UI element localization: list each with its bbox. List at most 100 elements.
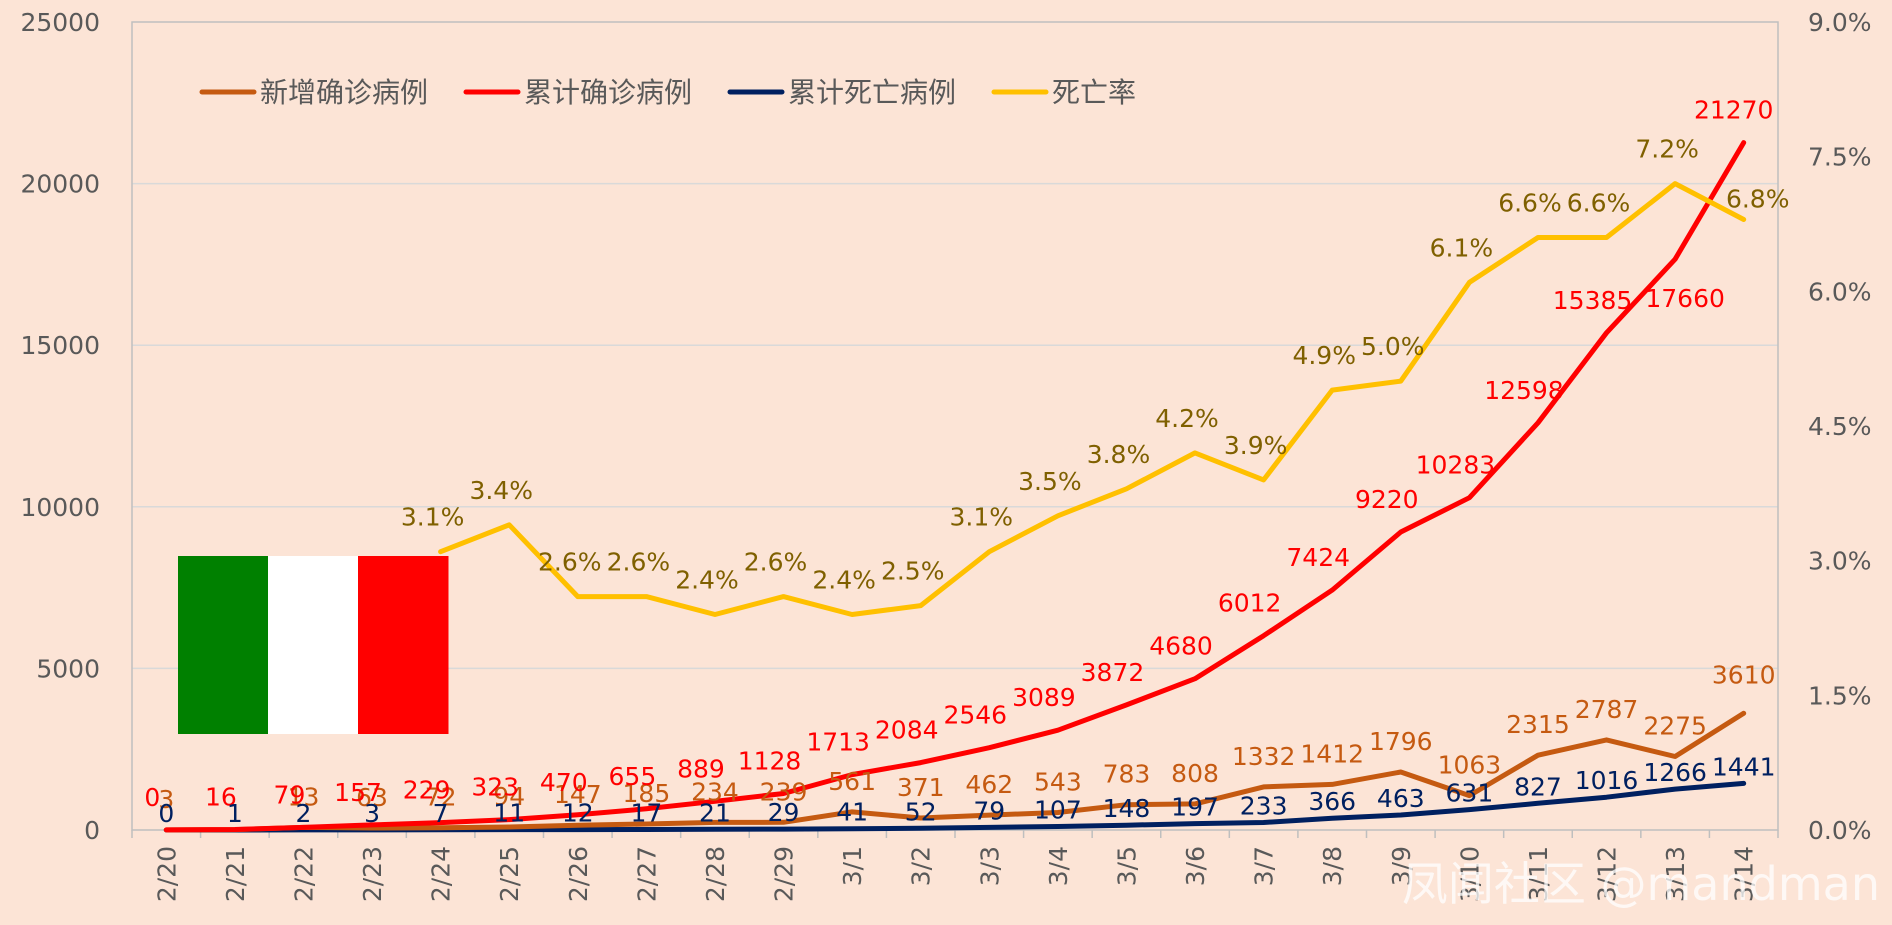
data-label: 72 bbox=[425, 783, 457, 812]
data-label: 147 bbox=[554, 780, 602, 809]
x-tick-label: 3/12 bbox=[1593, 846, 1622, 902]
data-label: 1332 bbox=[1232, 742, 1296, 771]
data-label: 41 bbox=[836, 798, 868, 827]
x-tick-label: 2/25 bbox=[495, 846, 524, 902]
flag-stripe bbox=[268, 556, 359, 734]
data-label: 239 bbox=[760, 777, 808, 806]
y-left-tick-label: 20000 bbox=[20, 170, 100, 199]
data-label: 1 bbox=[227, 799, 243, 828]
data-label: 3610 bbox=[1712, 660, 1776, 689]
data-label: 3 bbox=[364, 799, 380, 828]
data-label: 94 bbox=[493, 782, 525, 811]
data-label: 7 bbox=[433, 799, 449, 828]
x-tick-label: 3/4 bbox=[1044, 846, 1073, 886]
data-label: 21270 bbox=[1694, 96, 1774, 125]
series-line bbox=[163, 140, 1747, 833]
data-label: 1412 bbox=[1300, 739, 1364, 768]
x-tick-label: 3/10 bbox=[1455, 846, 1484, 902]
data-label: 3872 bbox=[1081, 658, 1145, 687]
data-label: 1016 bbox=[1575, 766, 1639, 795]
x-tick-label: 2/29 bbox=[770, 846, 799, 902]
legend-label: 死亡率 bbox=[1052, 76, 1136, 109]
data-label: 6.1% bbox=[1430, 233, 1494, 262]
data-label: 783 bbox=[1103, 760, 1151, 789]
watermark-text: 凤闻社区 @mandman bbox=[1402, 857, 1880, 911]
data-label: 11 bbox=[493, 799, 525, 828]
x-tick-label: 2/28 bbox=[701, 846, 730, 902]
data-label: 462 bbox=[965, 770, 1013, 799]
data-label: 6.6% bbox=[1567, 188, 1631, 217]
series-line bbox=[163, 710, 1747, 833]
data-label: 3.1% bbox=[950, 503, 1014, 532]
data-label: 15385 bbox=[1553, 286, 1633, 315]
legend-label: 累计确诊病例 bbox=[524, 76, 692, 109]
data-label: 52 bbox=[905, 797, 937, 826]
x-tick-label: 2/20 bbox=[152, 846, 181, 902]
data-label: 2.5% bbox=[881, 557, 945, 586]
data-label: 463 bbox=[1377, 784, 1425, 813]
x-tick-label: 2/21 bbox=[221, 846, 250, 902]
data-label: 470 bbox=[540, 768, 588, 797]
x-tick-label: 3/9 bbox=[1387, 846, 1416, 886]
data-label: 1063 bbox=[1438, 751, 1502, 780]
data-label: 2084 bbox=[875, 716, 939, 745]
data-label: 323 bbox=[471, 773, 519, 802]
x-tick-label: 3/14 bbox=[1730, 846, 1759, 902]
data-labels: 3 13 63 72 94 147 185 234 239 561 371 462 543 783 8081… bbox=[144, 96, 1789, 828]
data-label: 6012 bbox=[1218, 589, 1282, 618]
data-label: 808 bbox=[1171, 759, 1219, 788]
data-label: 12598 bbox=[1484, 376, 1564, 405]
data-label: 4.9% bbox=[1292, 341, 1356, 370]
data-label: 157 bbox=[334, 778, 382, 807]
data-label: 3.5% bbox=[1018, 467, 1082, 496]
data-label: 4680 bbox=[1149, 632, 1213, 661]
x-tick-label: 3/8 bbox=[1318, 846, 1347, 886]
y-left-tick-label: 10000 bbox=[20, 493, 100, 522]
y-left-tick-label: 25000 bbox=[20, 8, 100, 37]
data-label: 3.9% bbox=[1224, 431, 1288, 460]
y-right-tick-label: 1.5% bbox=[1808, 681, 1872, 710]
y-right-tick-label: 6.0% bbox=[1808, 277, 1872, 306]
data-label: 107 bbox=[1034, 796, 1082, 825]
data-label: 1441 bbox=[1712, 752, 1776, 781]
flag-stripe bbox=[358, 556, 449, 734]
data-label: 4.2% bbox=[1155, 404, 1219, 433]
data-label: 2315 bbox=[1506, 710, 1570, 739]
x-tick-label: 3/3 bbox=[975, 846, 1004, 886]
x-tick-label: 3/11 bbox=[1524, 846, 1553, 902]
series-lines bbox=[163, 140, 1747, 833]
x-tick-label: 3/13 bbox=[1661, 846, 1690, 902]
series-line bbox=[438, 181, 1747, 617]
y-right-tick-label: 7.5% bbox=[1808, 143, 1872, 172]
x-tick-label: 2/24 bbox=[427, 846, 456, 902]
data-label: 1713 bbox=[806, 728, 870, 757]
data-label: 2546 bbox=[943, 701, 1007, 730]
y-left-tick-label: 0 bbox=[84, 816, 100, 845]
x-tick-label: 3/7 bbox=[1250, 846, 1279, 886]
data-label: 63 bbox=[356, 783, 388, 812]
x-tick-label: 2/22 bbox=[289, 846, 318, 902]
data-label: 0 bbox=[158, 799, 174, 828]
data-label: 1796 bbox=[1369, 727, 1433, 756]
x-tick-label: 3/1 bbox=[838, 846, 867, 886]
data-label: 561 bbox=[828, 767, 876, 796]
y-right-tick-label: 0.0% bbox=[1808, 816, 1872, 845]
x-tick-label: 3/2 bbox=[907, 846, 936, 886]
data-label: 5.0% bbox=[1361, 332, 1425, 361]
data-label: 7424 bbox=[1286, 543, 1350, 572]
data-label: 3.1% bbox=[401, 503, 465, 532]
data-label: 185 bbox=[623, 779, 671, 808]
y-left-tick-label: 5000 bbox=[36, 654, 100, 683]
x-axis: 2/20 2/21 2/22 2/23 2/24 2/25 2/26 2/27 2/28 2/29… bbox=[131, 830, 1779, 902]
data-label: 16 bbox=[205, 782, 237, 811]
data-label: 2.6% bbox=[538, 548, 602, 577]
data-label: 7.2% bbox=[1635, 135, 1699, 164]
data-label: 2 bbox=[296, 799, 312, 828]
data-label: 655 bbox=[609, 762, 657, 791]
italy-flag bbox=[178, 556, 449, 734]
data-label: 10283 bbox=[1416, 451, 1496, 480]
data-label: 631 bbox=[1446, 779, 1494, 808]
data-label: 366 bbox=[1308, 787, 1356, 816]
